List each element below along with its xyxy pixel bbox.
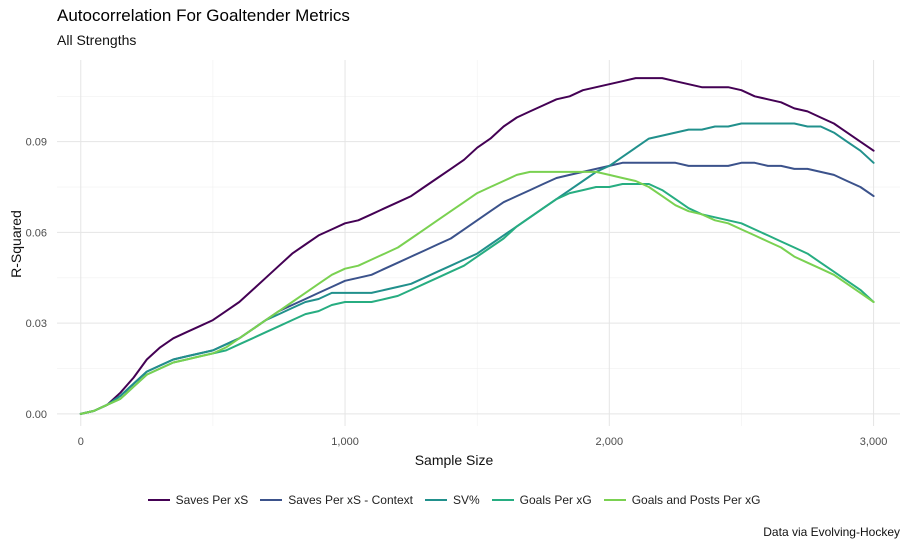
y-tick-label: 0.06 bbox=[26, 227, 47, 239]
grid-lines bbox=[57, 60, 900, 426]
caption: Data via Evolving-Hockey bbox=[763, 525, 900, 539]
y-tick-label: 0.09 bbox=[26, 137, 47, 149]
legend-label: Saves Per xS - Context bbox=[288, 493, 413, 507]
x-tick-label: 3,000 bbox=[860, 436, 888, 448]
legend-swatch bbox=[260, 499, 283, 501]
y-tick-label: 0.00 bbox=[26, 409, 47, 421]
series-line-2 bbox=[79, 122, 875, 415]
chart-subtitle: All Strengths bbox=[57, 32, 137, 48]
legend-label: SV% bbox=[452, 493, 480, 507]
legend-swatch bbox=[424, 499, 447, 501]
legend-label: Saves Per xS bbox=[175, 493, 249, 507]
series-line-0 bbox=[79, 77, 875, 415]
series-lines bbox=[79, 77, 875, 415]
series-line-4 bbox=[79, 170, 875, 415]
legend-item: Saves Per xS bbox=[147, 493, 249, 507]
legend: Saves Per xS Saves Per xS - Context SV% Goa… bbox=[0, 493, 908, 507]
chart-title: Autocorrelation For Goaltender Metrics bbox=[57, 6, 350, 25]
x-tick-label: 2,000 bbox=[596, 436, 624, 448]
legend-item: Goals Per xG bbox=[491, 493, 592, 507]
y-tick-label: 0.03 bbox=[26, 318, 47, 330]
x-tick-label: 0 bbox=[78, 436, 84, 448]
legend-swatch bbox=[603, 499, 626, 501]
y-axis-ticks: 0.00 0.03 0.06 0.09 bbox=[26, 137, 47, 421]
legend-label: Goals Per xG bbox=[519, 493, 592, 507]
legend-swatch bbox=[491, 499, 514, 501]
y-axis-label: R-Squared bbox=[8, 210, 24, 278]
x-tick-label: 1,000 bbox=[331, 436, 359, 448]
x-axis-ticks: 0 1,000 2,000 3,000 bbox=[78, 436, 888, 448]
legend-item: Saves Per xS - Context bbox=[260, 493, 413, 507]
legend-item: Goals and Posts Per xG bbox=[603, 493, 761, 507]
legend-label: Goals and Posts Per xG bbox=[631, 493, 761, 507]
x-axis-label: Sample Size bbox=[414, 452, 494, 468]
legend-swatch bbox=[147, 499, 170, 501]
legend-item: SV% bbox=[424, 493, 480, 507]
